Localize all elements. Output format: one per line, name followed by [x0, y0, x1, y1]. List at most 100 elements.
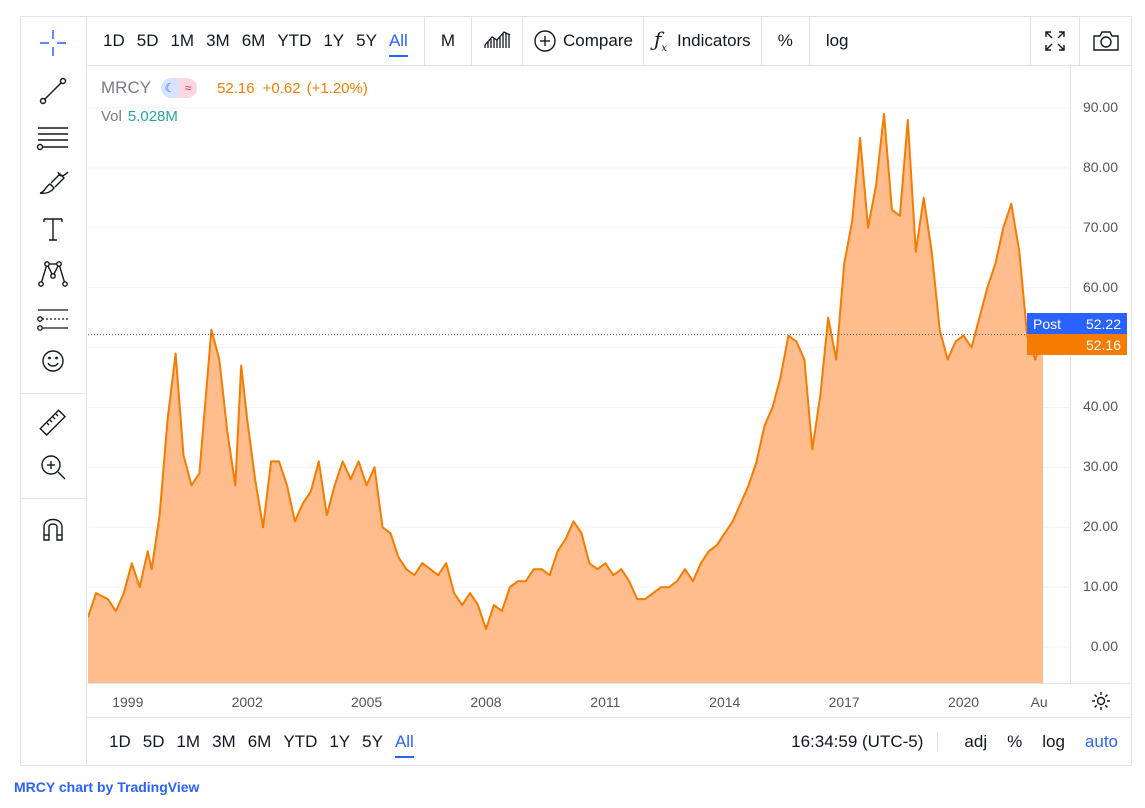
data-point [604, 562, 606, 564]
y-tick-label: 80.00 [1082, 158, 1118, 175]
data-point [1010, 203, 1012, 205]
brush-icon[interactable] [36, 166, 70, 200]
chart-legend: MRCY ☾ ≈ 52.16 +0.62 (+1.20%) [101, 78, 368, 98]
chart-frame [20, 16, 1132, 766]
prediction-icon[interactable] [36, 302, 70, 336]
price-axis[interactable]: 90.0080.0070.0060.0050.0040.0030.0020.00… [1070, 66, 1132, 683]
data-point [883, 113, 885, 115]
data-point [334, 484, 336, 486]
top-range-5d[interactable]: 5D [136, 30, 159, 50]
data-point [811, 448, 813, 450]
data-point [931, 251, 933, 253]
data-point [453, 592, 455, 594]
data-point [978, 316, 981, 319]
top-toolbar: 1D 5D 1M 3M 6M YTD 1Y 5Y All M Compare ƒx Indica… [87, 16, 1132, 66]
data-point [234, 484, 236, 486]
fullscreen-segment [1031, 16, 1080, 65]
data-point [509, 586, 511, 588]
tradingview-credit[interactable]: MRCY chart by TradingView [14, 779, 199, 795]
log-scale-button[interactable]: log [825, 30, 849, 50]
data-point [246, 418, 248, 421]
data-point [994, 263, 996, 265]
fib-retracement-icon[interactable] [36, 120, 70, 154]
bottom-range-1m[interactable]: 1M [176, 732, 201, 751]
data-point [771, 406, 774, 409]
top-range-3m[interactable]: 3M [206, 30, 230, 50]
data-point [716, 544, 718, 546]
log-segment: log [810, 16, 1031, 65]
data-point [700, 562, 702, 564]
bottom-range-ytd[interactable]: YTD [283, 732, 318, 751]
interval-button[interactable]: M [440, 30, 456, 50]
data-point [684, 568, 686, 570]
trend-line-icon[interactable] [36, 74, 70, 108]
emoji-icon[interactable] [36, 344, 70, 378]
data-point [389, 532, 392, 534]
compare-button[interactable]: Compare [563, 30, 633, 50]
adj-button[interactable]: adj [964, 732, 988, 751]
data-point [240, 364, 242, 367]
top-range-all[interactable]: All [383, 31, 414, 57]
bottom-range-all[interactable]: All [389, 732, 420, 758]
area-chart-icon[interactable] [482, 27, 512, 54]
fullscreen-icon[interactable] [1043, 29, 1067, 53]
indicators-button[interactable]: Indicators [676, 30, 751, 50]
data-point [218, 358, 220, 361]
ruler-icon[interactable] [36, 406, 70, 440]
data-point [159, 514, 161, 516]
data-point [891, 209, 893, 211]
data-point [947, 358, 949, 361]
bottom-range-3m[interactable]: 3M [212, 732, 236, 751]
percent-button[interactable]: % [1007, 732, 1023, 751]
function-icon[interactable]: ƒx [653, 27, 667, 54]
bottom-range-5y[interactable]: 5Y [362, 732, 383, 751]
last-price-value: 52.16 [1085, 336, 1121, 353]
bottom-range-5d[interactable]: 5D [142, 732, 165, 751]
data-point [676, 580, 678, 582]
y-tick-label: 70.00 [1082, 218, 1118, 235]
top-range-ytd[interactable]: YTD [277, 30, 312, 50]
zoom-in-icon[interactable] [36, 450, 70, 484]
bottom-range-1d[interactable]: 1D [109, 732, 131, 751]
last-price-tag: 52.16 [1027, 334, 1127, 355]
top-range-1y[interactable]: 1Y [323, 30, 345, 50]
data-point [644, 598, 646, 600]
data-point [740, 502, 742, 504]
data-point [381, 526, 384, 528]
percent-scale-button[interactable]: % [777, 30, 793, 50]
auto-scale-button[interactable]: auto [1084, 732, 1118, 751]
chart-type-segment [472, 16, 524, 65]
time-axis[interactable]: 1999 2002 2005 2008 2011 2014 2017 2020 Au [87, 683, 1132, 717]
camera-icon[interactable] [1092, 29, 1120, 53]
data-point [147, 550, 149, 552]
pattern-icon[interactable] [36, 256, 70, 290]
crosshair-icon[interactable] [36, 26, 70, 60]
data-point [262, 526, 264, 528]
log-button[interactable]: log [1042, 732, 1065, 751]
toolbar-divider [20, 393, 86, 394]
data-point [477, 604, 479, 606]
bottom-range-6m[interactable]: 6M [247, 732, 272, 751]
top-range-1m[interactable]: 1M [170, 30, 195, 50]
credit-by[interactable]: by TradingView [96, 779, 200, 795]
compare-segment: Compare [523, 16, 644, 65]
magnet-icon[interactable] [36, 512, 70, 546]
top-range-5y[interactable]: 5Y [356, 30, 377, 50]
credit-symbol[interactable]: MRCY chart [14, 779, 94, 795]
top-range-6m[interactable]: 6M [241, 30, 266, 50]
data-point [123, 592, 125, 594]
data-point [835, 358, 837, 361]
add-compare-icon[interactable] [533, 29, 557, 53]
settings-gear-icon[interactable] [1090, 690, 1112, 712]
x-tick-label: 1999 [112, 694, 144, 710]
data-point [541, 568, 543, 570]
top-range-1d[interactable]: 1D [103, 30, 125, 50]
price-chart[interactable] [88, 66, 1071, 683]
data-point [755, 460, 758, 462]
text-tool-icon[interactable] [36, 212, 70, 246]
data-point [970, 346, 973, 349]
data-point [202, 424, 205, 427]
bottom-range-1y[interactable]: 1Y [329, 732, 351, 751]
data-point [294, 520, 296, 522]
data-point [469, 592, 471, 594]
